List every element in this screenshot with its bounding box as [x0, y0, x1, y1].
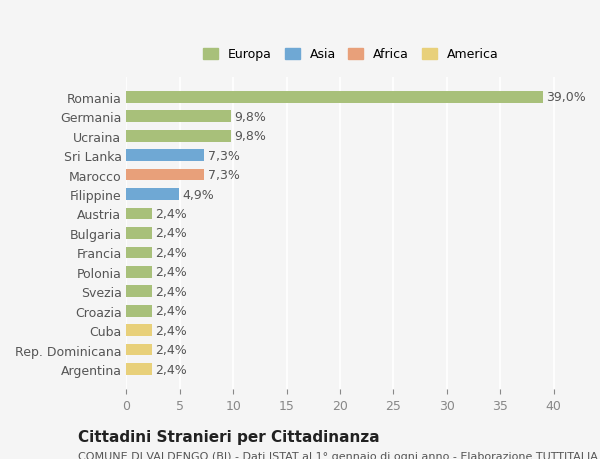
Bar: [127, 364, 152, 375]
Bar: [127, 208, 152, 220]
Text: Cittadini Stranieri per Cittadinanza: Cittadini Stranieri per Cittadinanza: [78, 429, 380, 444]
Text: 4,9%: 4,9%: [182, 188, 214, 201]
Text: 2,4%: 2,4%: [155, 227, 187, 240]
Text: 2,4%: 2,4%: [155, 324, 187, 337]
Bar: [127, 344, 152, 356]
Bar: [127, 150, 205, 162]
Text: 2,4%: 2,4%: [155, 266, 187, 279]
Bar: [127, 247, 152, 259]
Text: 2,4%: 2,4%: [155, 343, 187, 356]
Bar: [127, 228, 152, 239]
Text: 2,4%: 2,4%: [155, 305, 187, 318]
Bar: [127, 305, 152, 317]
Text: 9,8%: 9,8%: [234, 130, 266, 143]
Text: 39,0%: 39,0%: [546, 91, 586, 104]
Text: 2,4%: 2,4%: [155, 285, 187, 298]
Text: 2,4%: 2,4%: [155, 363, 187, 376]
Legend: Europa, Asia, Africa, America: Europa, Asia, Africa, America: [198, 43, 503, 66]
Text: 2,4%: 2,4%: [155, 246, 187, 259]
Bar: [127, 266, 152, 278]
Bar: [127, 325, 152, 336]
Text: COMUNE DI VALDENGO (BI) - Dati ISTAT al 1° gennaio di ogni anno - Elaborazione T: COMUNE DI VALDENGO (BI) - Dati ISTAT al …: [78, 451, 600, 459]
Bar: [127, 286, 152, 297]
Bar: [127, 111, 231, 123]
Bar: [127, 189, 179, 201]
Bar: [127, 169, 205, 181]
Text: 7,3%: 7,3%: [208, 169, 239, 182]
Bar: [127, 131, 231, 142]
Text: 9,8%: 9,8%: [234, 111, 266, 123]
Bar: [127, 92, 543, 103]
Text: 2,4%: 2,4%: [155, 207, 187, 220]
Text: 7,3%: 7,3%: [208, 149, 239, 162]
